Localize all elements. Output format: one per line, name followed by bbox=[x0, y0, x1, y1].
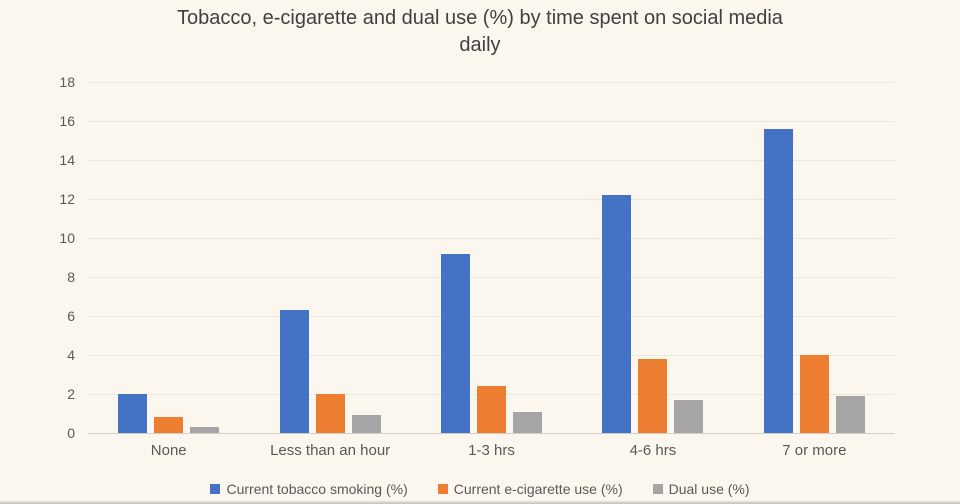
y-tick-label-2: 2 bbox=[67, 385, 75, 402]
gridline-y-14 bbox=[88, 159, 895, 161]
legend-item-current-tobacco-smoking: Current tobacco smoking (%) bbox=[210, 481, 408, 497]
gridline-y-16 bbox=[88, 120, 895, 122]
screenshot-edge-shadow bbox=[0, 500, 960, 504]
x-axis-labels: None Less than an hour 1-3 hrs 4-6 hrs 7 or … bbox=[88, 442, 895, 459]
bar-group-none bbox=[88, 82, 249, 433]
y-tick-label-0: 0 bbox=[67, 425, 75, 441]
x-label-none: None bbox=[150, 442, 187, 459]
bar-dual-use bbox=[190, 427, 220, 433]
bar-current-e-cigarette-use bbox=[154, 417, 184, 433]
plot-area: 0 2 4 6 8 10 12 14 16 18 bbox=[59, 74, 895, 441]
x-label-less-than-an-hour: Less than an hour bbox=[270, 442, 391, 459]
legend-label: Current tobacco smoking (%) bbox=[226, 481, 408, 497]
y-tick-label-4: 4 bbox=[67, 347, 75, 363]
bar-current-e-cigarette-use bbox=[315, 394, 345, 433]
gridline-y-10 bbox=[88, 237, 895, 239]
y-tick-label-14: 14 bbox=[59, 151, 75, 168]
legend-swatch-icon bbox=[437, 484, 448, 494]
gridline-y-6 bbox=[88, 316, 895, 317]
bar-current-e-cigarette-use bbox=[638, 358, 668, 433]
bar-group-1-3-hrs bbox=[411, 82, 572, 433]
bar-current-e-cigarette-use bbox=[799, 355, 829, 433]
x-label-4-6-hrs: 4-6 hrs bbox=[629, 442, 677, 459]
bar-current-tobacco-smoking bbox=[441, 253, 471, 433]
legend-swatch-icon bbox=[210, 484, 221, 494]
bar-current-tobacco-smoking bbox=[763, 128, 793, 433]
bar-group-7-or-more bbox=[734, 82, 895, 433]
gridline-y-18 bbox=[88, 82, 895, 83]
gridline-y-12 bbox=[88, 199, 895, 200]
bar-groups bbox=[88, 82, 895, 433]
chart-title-text: Tobacco, e-cigarette and dual use (%) by… bbox=[177, 7, 783, 56]
bar-group-4-6-hrs bbox=[572, 82, 733, 433]
legend-item-current-e-cigarette-use: Current e-cigarette use (%) bbox=[437, 481, 623, 497]
legend-swatch-icon bbox=[652, 484, 663, 494]
gridline-y-8 bbox=[88, 277, 895, 278]
legend-label: Dual use (%) bbox=[668, 481, 750, 497]
gridline-y-4 bbox=[88, 355, 895, 356]
y-tick-label-16: 16 bbox=[59, 112, 75, 129]
y-tick-label-18: 18 bbox=[59, 74, 75, 90]
y-tick-label-12: 12 bbox=[59, 191, 75, 207]
chart-title: Tobacco, e-cigarette and dual use (%) by… bbox=[0, 5, 960, 59]
bar-group-less-than-an-hour bbox=[249, 82, 410, 433]
x-axis-line bbox=[88, 433, 895, 434]
legend-label: Current e-cigarette use (%) bbox=[453, 481, 623, 497]
bar-dual-use bbox=[513, 411, 543, 433]
bar-dual-use bbox=[674, 399, 704, 433]
bar-dual-use bbox=[351, 415, 381, 433]
y-tick-label-10: 10 bbox=[59, 229, 75, 246]
x-label-1-3-hrs: 1-3 hrs bbox=[468, 442, 515, 459]
x-label-7-or-more: 7 or more bbox=[782, 442, 847, 459]
bar-dual-use bbox=[835, 395, 865, 433]
legend: Current tobacco smoking (%) Current e-cig… bbox=[0, 481, 960, 497]
y-tick-label-8: 8 bbox=[67, 269, 75, 285]
bar-current-tobacco-smoking bbox=[602, 195, 632, 433]
legend-item-dual-use: Dual use (%) bbox=[652, 481, 750, 497]
bar-current-tobacco-smoking bbox=[279, 310, 309, 433]
y-tick-label-6: 6 bbox=[67, 308, 75, 324]
bar-current-e-cigarette-use bbox=[477, 386, 507, 433]
bar-current-tobacco-smoking bbox=[118, 394, 148, 433]
